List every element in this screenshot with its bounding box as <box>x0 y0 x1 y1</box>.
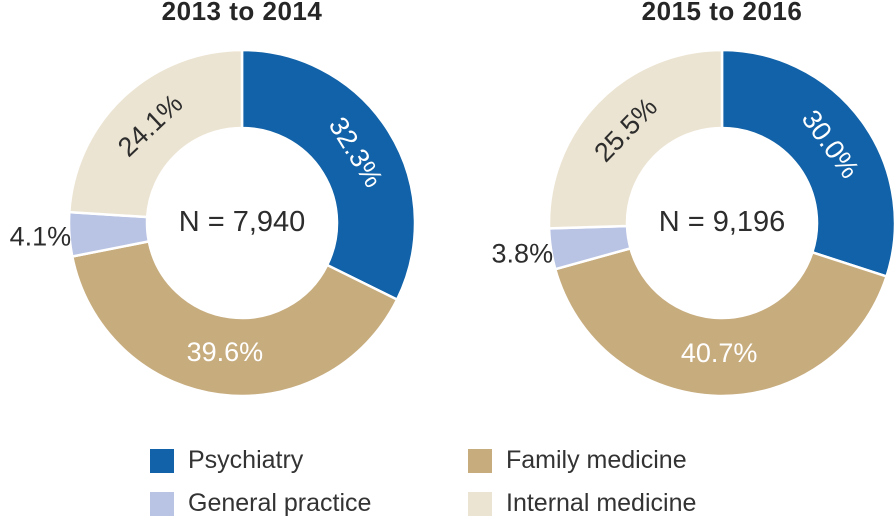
slice-label-general-practice: 4.1% <box>10 221 72 251</box>
chart-title-left: 2013 to 2014 <box>161 0 323 26</box>
legend-swatch-psychiatry <box>150 448 174 473</box>
slice-family-medicine <box>70 239 399 398</box>
slice-internal-medicine <box>547 48 724 230</box>
donut-chart-right: 30.0%40.7%3.8%25.5% <box>492 48 896 398</box>
legend-item-general-practice: General practice <box>150 489 371 518</box>
donut-chart-left: 32.3%39.6%4.1%24.1% <box>10 48 417 398</box>
chart-2013-2014: 2013 to 2014 32.3% 39.6% 4.1% 24.1% N = 7,9… <box>10 0 442 432</box>
legend-label: Family medicine <box>506 446 687 474</box>
legend-item-psychiatry: Psychiatry <box>150 446 303 475</box>
chart-title-right: 2015 to 2016 <box>641 0 803 26</box>
legend-item-internal-medicine: Internal medicine <box>468 489 696 518</box>
legend-label: Psychiatry <box>188 446 304 474</box>
legend-label: Internal medicine <box>506 489 697 517</box>
slice-psychiatry <box>720 48 896 279</box>
center-label-left: N = 7,940 <box>178 206 306 238</box>
legend-swatch-family-medicine <box>468 448 492 473</box>
legend-item-family-medicine: Family medicine <box>468 446 687 475</box>
slice-internal-medicine <box>68 48 244 219</box>
legend-swatch-internal-medicine <box>468 491 492 516</box>
legend-label: General practice <box>188 489 372 517</box>
chart-2015-2016: 2015 to 2016 30.0% 40.7% 3.8% 25.5% N = 9,1… <box>492 0 896 432</box>
slice-label-family-medicine: 39.6% <box>187 337 264 367</box>
slice-label-general-practice: 3.8% <box>492 238 554 268</box>
slice-family-medicine <box>553 246 889 398</box>
center-label-right: N = 9,196 <box>658 206 786 238</box>
slice-label-family-medicine: 40.7% <box>681 338 758 368</box>
legend-swatch-general-practice <box>150 491 174 516</box>
slice-psychiatry <box>240 48 417 302</box>
